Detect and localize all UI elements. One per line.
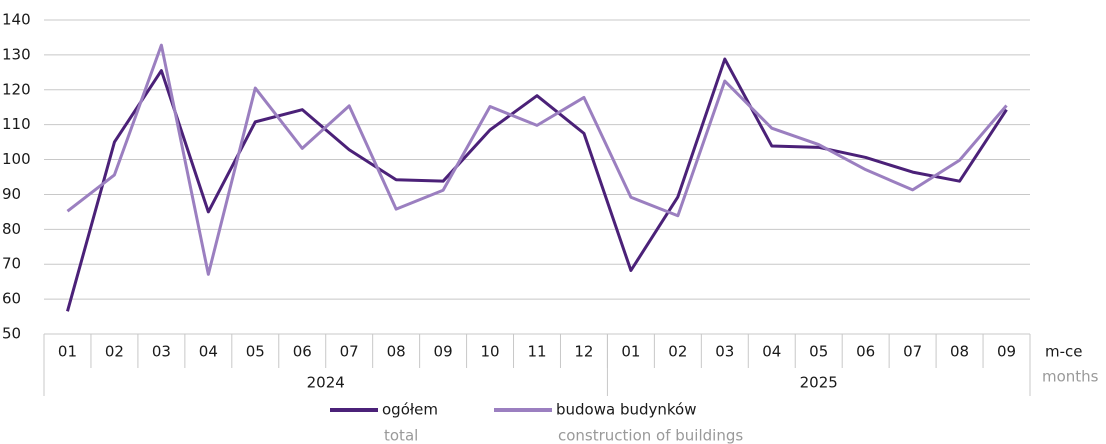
legend-label-en: total — [384, 427, 418, 444]
y-tick-label: 60 — [2, 290, 21, 308]
x-tick-label: 02 — [105, 343, 124, 361]
legend-label: ogółem — [382, 401, 438, 419]
x-group-label: 2025 — [800, 374, 838, 392]
y-tick-label: 120 — [2, 80, 31, 98]
x-tick-label: 01 — [621, 343, 640, 361]
x-tick-label: 05 — [809, 343, 828, 361]
x-tick-label: 10 — [481, 343, 500, 361]
legend-label-en: construction of buildings — [558, 427, 743, 444]
y-tick-label: 130 — [2, 45, 31, 63]
y-tick-label: 50 — [2, 325, 21, 343]
x-tick-label: 04 — [762, 343, 781, 361]
x-tick-label: 02 — [668, 343, 687, 361]
x-tick-label: 03 — [715, 343, 734, 361]
x-tick-label: 07 — [903, 343, 922, 361]
y-tick-label: 140 — [2, 11, 31, 29]
x-axis-label-en: months — [1042, 368, 1099, 386]
y-tick-label: 90 — [2, 185, 21, 203]
series-line — [66, 43, 1008, 276]
y-tick-label: 100 — [2, 150, 31, 168]
x-tick-label: 06 — [293, 343, 312, 361]
series-line — [66, 57, 1008, 312]
y-tick-label: 110 — [2, 115, 31, 133]
x-tick-label: 05 — [246, 343, 265, 361]
x-axis-label: m-ce — [1045, 343, 1083, 361]
x-group-label: 2024 — [307, 374, 345, 392]
y-tick-label: 80 — [2, 220, 21, 238]
x-tick-label: 04 — [199, 343, 218, 361]
x-tick-label: 11 — [527, 343, 546, 361]
x-tick-label: 12 — [574, 343, 593, 361]
x-tick-label: 08 — [950, 343, 969, 361]
legend-label: budowa budynków — [556, 401, 697, 419]
x-tick-label: 03 — [152, 343, 171, 361]
x-tick-label: 01 — [58, 343, 77, 361]
x-tick-label: 06 — [856, 343, 875, 361]
y-tick-label: 70 — [2, 255, 21, 273]
x-tick-label: 09 — [997, 343, 1016, 361]
x-tick-label: 09 — [434, 343, 453, 361]
x-tick-label: 07 — [340, 343, 359, 361]
x-tick-label: 08 — [387, 343, 406, 361]
